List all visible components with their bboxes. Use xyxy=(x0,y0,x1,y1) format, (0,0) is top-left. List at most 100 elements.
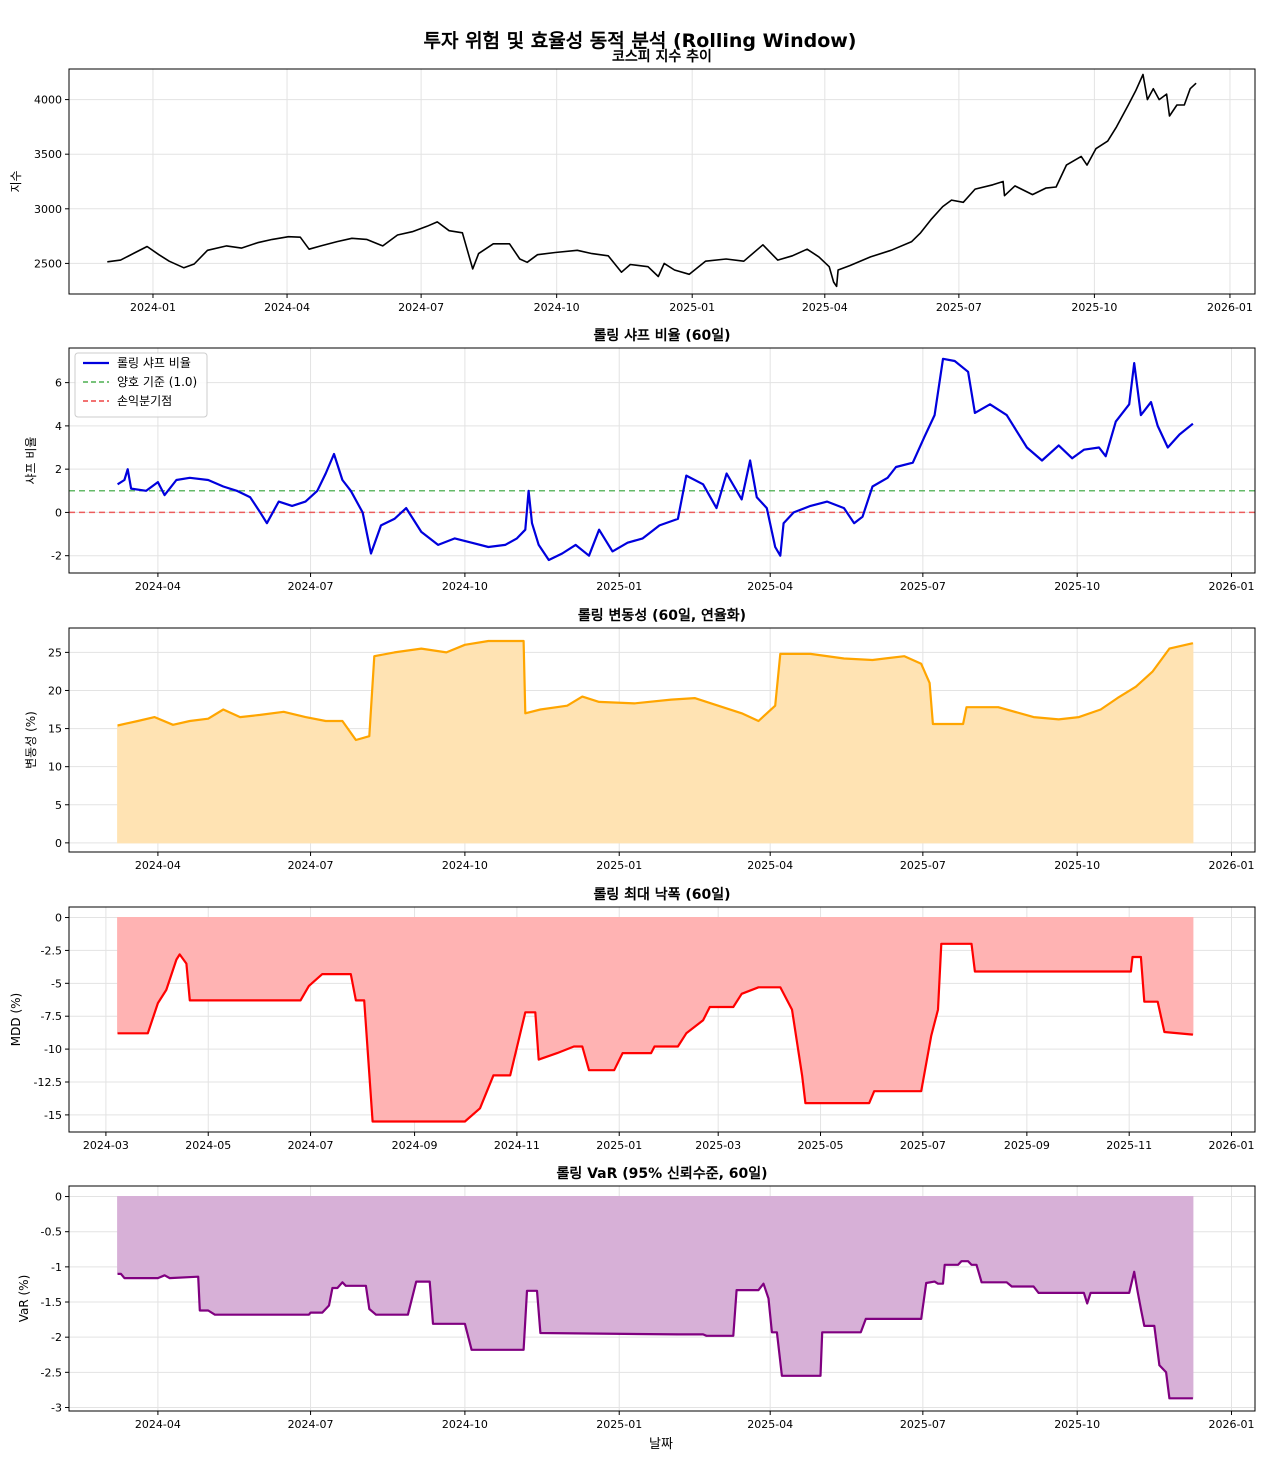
x-tick-label: 2025-10 xyxy=(1054,580,1100,593)
y-tick-label: -2.5 xyxy=(41,1366,62,1379)
chart-kospi: 코스피 지수 추이 2024-01 2024-04 2024-07 2024-10 202… xyxy=(9,48,1256,314)
x-tick-label: 2026-01 xyxy=(1209,580,1255,593)
series-line xyxy=(117,942,1193,1123)
x-tick-label: 2024-01 xyxy=(130,301,176,314)
plot-frame xyxy=(68,68,1256,295)
y-tick-label: 25 xyxy=(48,646,62,659)
x-tick-label: 2024-10 xyxy=(442,1418,488,1431)
y-tick-label: -10 xyxy=(44,1043,62,1056)
legend-label: 양호 기준 (1.0) xyxy=(117,375,197,389)
y-axis-label: 변동성 (%) xyxy=(24,711,38,769)
x-tick-label: 2024-07 xyxy=(288,1139,334,1152)
y-tick-label: 0 xyxy=(55,506,62,519)
y-tick-label: 0 xyxy=(55,912,62,925)
y-tick-label: -3 xyxy=(51,1401,62,1414)
y-tick-label: 6 xyxy=(55,377,62,390)
x-tick-label: 2025-01 xyxy=(596,580,642,593)
y-tick-label: 10 xyxy=(48,761,62,774)
y-tick-label: 2 xyxy=(55,463,62,476)
x-tick-label: 2025-10 xyxy=(1054,859,1100,872)
y-tick-label: 3000 xyxy=(34,203,62,216)
x-tick-label: 2025-07 xyxy=(900,859,946,872)
grid xyxy=(69,69,1255,294)
y-tick-label: 15 xyxy=(48,723,62,736)
x-tick-label: 2024-07 xyxy=(288,1418,334,1431)
series-area xyxy=(117,640,1194,844)
x-tick-label: 2025-04 xyxy=(747,859,793,872)
chart-title: 롤링 변동성 (60일, 연율화) xyxy=(578,607,746,624)
chart-mdd: 롤링 최대 낙폭 (60일) 2024-03 2024-05 2024-07 2024-… xyxy=(9,886,1256,1152)
chart-sharpe: 롤링 샤프 비율 (60일) 2024-04 2024-07 2024-10 2025-… xyxy=(24,327,1256,593)
x-tick-label: 2026-01 xyxy=(1209,1418,1255,1431)
plot-frame xyxy=(68,627,1256,853)
x-tick-label: 2025-01 xyxy=(596,1418,642,1431)
y-tick-label: -1.5 xyxy=(41,1296,62,1309)
x-tick-label: 2026-01 xyxy=(1207,301,1253,314)
x-tick-label: 2024-10 xyxy=(534,301,580,314)
x-tick-label: 2025-07 xyxy=(900,1139,946,1152)
series-line xyxy=(117,357,1194,562)
x-tick-label: 2025-04 xyxy=(747,580,793,593)
series-area xyxy=(117,1196,1194,1399)
chart-title: 롤링 샤프 비율 (60일) xyxy=(593,327,730,344)
x-tick-label: 2024-07 xyxy=(288,580,334,593)
legend-label: 롤링 샤프 비율 xyxy=(117,356,191,370)
y-tick-label: -15 xyxy=(44,1109,62,1122)
x-tick-label: 2025-10 xyxy=(1054,1418,1100,1431)
x-tick-label: 2025-07 xyxy=(900,1418,946,1431)
chart-volatility: 롤링 변동성 (60일, 연율화) 2024-04 2024-07 2024-10 20… xyxy=(24,607,1256,872)
x-tick-label: 2024-10 xyxy=(442,859,488,872)
x-axis-label: 날짜 xyxy=(649,1437,673,1452)
y-tick-label: -2 xyxy=(51,1331,62,1344)
y-tick-label: -1 xyxy=(51,1261,62,1274)
y-tick-label: 20 xyxy=(48,684,62,697)
x-tick-label: 2026-01 xyxy=(1209,859,1255,872)
y-tick-label: 2500 xyxy=(34,257,62,270)
x-tick-label: 2024-09 xyxy=(392,1139,438,1152)
x-tick-label: 2026-01 xyxy=(1209,1139,1255,1152)
y-tick-label: 0 xyxy=(55,1191,62,1204)
series-line xyxy=(107,73,1197,288)
series-line xyxy=(117,1260,1193,1400)
chart-title: 코스피 지수 추이 xyxy=(612,48,712,65)
x-tick-label: 2025-07 xyxy=(936,301,982,314)
y-tick-label: -12.5 xyxy=(34,1076,62,1089)
plot-frame xyxy=(68,1185,1256,1412)
x-tick-label: 2024-03 xyxy=(83,1139,129,1152)
y-axis-label: 지수 xyxy=(9,170,23,192)
x-tick-label: 2025-09 xyxy=(1004,1139,1050,1152)
x-tick-label: 2025-01 xyxy=(669,301,715,314)
y-tick-label: 4000 xyxy=(34,94,62,107)
x-tick-label: 2024-10 xyxy=(442,580,488,593)
y-tick-label: -2.5 xyxy=(41,944,62,957)
chart-var: 롤링 VaR (95% 신뢰수준, 60일) 2024-04 2024-07 2024… xyxy=(17,1165,1256,1431)
chart-title: 롤링 최대 낙폭 (60일) xyxy=(593,886,730,903)
y-axis-label: 샤프 비율 xyxy=(24,437,38,485)
y-axis-label: VaR (%) xyxy=(17,1275,31,1323)
series-area xyxy=(117,917,1194,1122)
x-tick-label: 2025-04 xyxy=(747,1418,793,1431)
x-tick-label: 2024-04 xyxy=(135,859,181,872)
x-tick-label: 2025-10 xyxy=(1071,301,1117,314)
y-tick-label: 0 xyxy=(55,837,62,850)
legend-label: 손익분기점 xyxy=(117,394,172,408)
figure-title: 투자 위험 및 효율성 동적 분석 (Rolling Window) xyxy=(424,30,857,52)
x-tick-label: 2025-05 xyxy=(798,1139,844,1152)
y-axis-label: MDD (%) xyxy=(9,993,23,1046)
y-tick-label: -7.5 xyxy=(41,1010,62,1023)
x-tick-label: 2025-07 xyxy=(900,580,946,593)
y-tick-label: 4 xyxy=(55,420,62,433)
x-tick-label: 2024-05 xyxy=(185,1139,231,1152)
x-tick-label: 2024-04 xyxy=(135,580,181,593)
chart-title: 롤링 VaR (95% 신뢰수준, 60일) xyxy=(556,1165,767,1182)
x-tick-label: 2024-11 xyxy=(494,1139,540,1152)
x-tick-label: 2025-01 xyxy=(596,1139,642,1152)
y-tick-label: -2 xyxy=(51,550,62,563)
x-tick-label: 2025-01 xyxy=(596,859,642,872)
x-tick-label: 2024-04 xyxy=(264,301,310,314)
x-tick-label: 2024-04 xyxy=(135,1418,181,1431)
y-tick-label: -5 xyxy=(51,977,62,990)
x-tick-label: 2025-04 xyxy=(802,301,848,314)
y-tick-label: 3500 xyxy=(34,148,62,161)
